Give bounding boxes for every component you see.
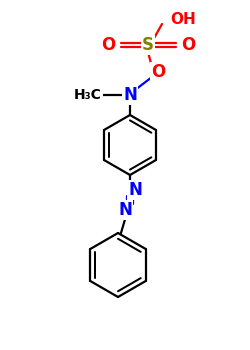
Text: O: O bbox=[101, 36, 115, 54]
Text: O: O bbox=[181, 36, 195, 54]
Text: N: N bbox=[118, 201, 132, 219]
Text: OH: OH bbox=[170, 13, 196, 28]
Text: O: O bbox=[151, 63, 165, 81]
Text: N: N bbox=[128, 181, 142, 199]
Text: H₃C: H₃C bbox=[74, 88, 102, 102]
Text: N: N bbox=[123, 86, 137, 104]
Text: S: S bbox=[142, 36, 154, 54]
